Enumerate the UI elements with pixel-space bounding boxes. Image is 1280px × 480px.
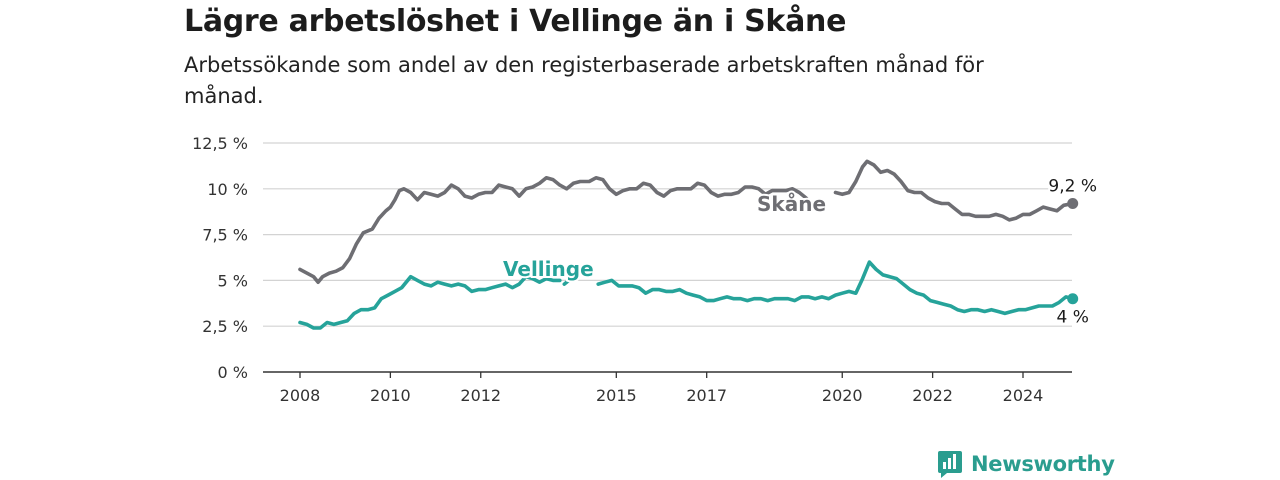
y-tick-label: 0 %	[218, 363, 248, 382]
newsworthy-brand: Newsworthy	[937, 448, 1115, 480]
newsworthy-logo-icon	[938, 451, 962, 478]
x-tick-label: 2022	[912, 386, 953, 405]
chart-title: Lägre arbetslöshet i Vellinge än i Skåne	[184, 4, 847, 39]
end-label-vellinge: 4 %	[1057, 308, 1089, 328]
series-label-skane: Skåne	[757, 192, 826, 216]
gridlines	[263, 142, 1072, 327]
series-labels: Skåne Vellinge 9,2 % 4 %	[501, 174, 1099, 329]
y-tick-label: 10 %	[207, 180, 248, 199]
series-lines	[298, 159, 1079, 330]
end-label-skane: 9,2 %	[1048, 176, 1097, 196]
end-point-sk-ne	[1067, 197, 1079, 209]
x-tick-label: 2015	[596, 386, 637, 405]
x-tick-label: 2024	[1003, 386, 1044, 405]
x-tick-label: 2017	[686, 386, 727, 405]
series-line-vellinge	[596, 260, 1075, 316]
series-line-sk-ne	[298, 176, 813, 284]
x-tick-label: 2012	[460, 386, 501, 405]
series-label-vellinge: Vellinge	[503, 257, 594, 281]
y-tick-label: 2,5 %	[202, 317, 248, 336]
series-line-sk-ne	[833, 159, 1075, 222]
x-tick-label: 2010	[370, 386, 411, 405]
series-line-vellinge	[298, 274, 562, 330]
brand-name: Newsworthy	[971, 452, 1115, 476]
y-axis: 0 % 2,5 % 5 % 7,5 % 10 % 12,5 %	[192, 134, 248, 382]
y-tick-label: 12,5 %	[192, 134, 248, 153]
x-axis: 2008 2010 2012 2015 2017 2020 2022 2024	[263, 371, 1072, 405]
x-tick-label: 2008	[280, 386, 321, 405]
y-tick-label: 5 %	[218, 271, 248, 290]
chart-subtitle: Arbetssökande som andel av den registerb…	[184, 53, 984, 108]
end-point-vellinge	[1067, 293, 1079, 305]
y-tick-label: 7,5 %	[202, 226, 248, 245]
series-line-vellinge	[562, 278, 571, 286]
x-tick-label: 2020	[822, 386, 863, 405]
